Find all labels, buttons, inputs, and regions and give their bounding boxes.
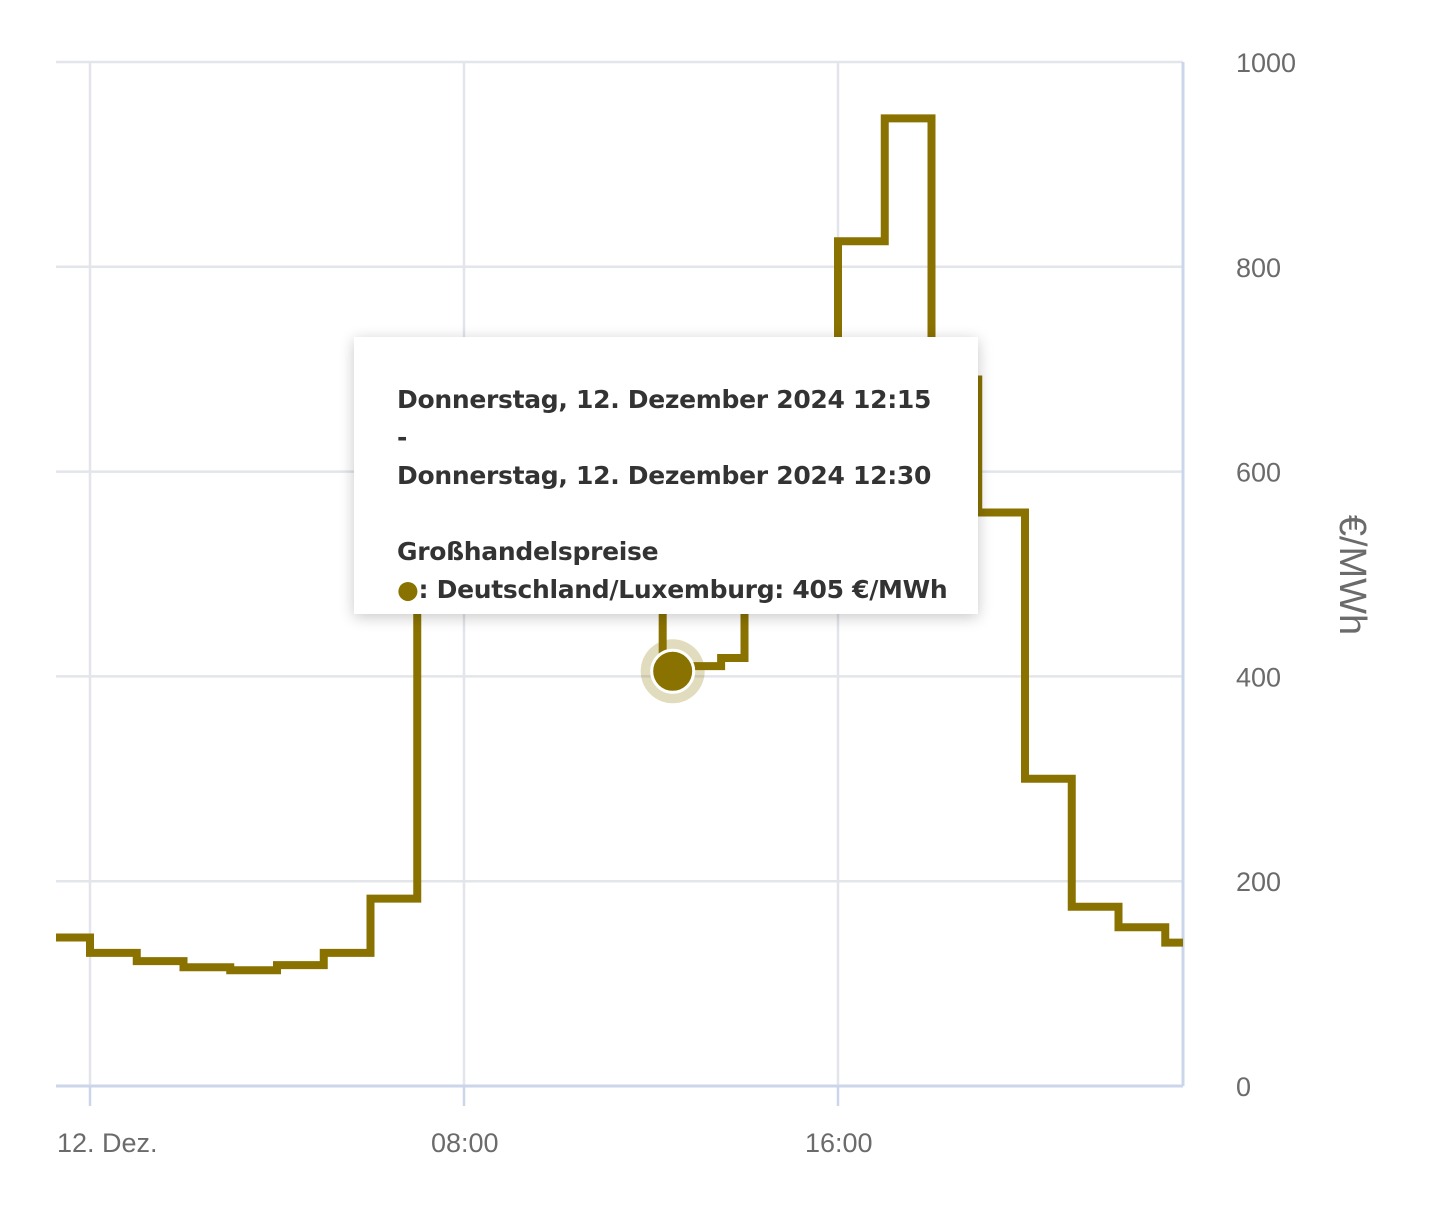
tooltip-series-line: ●: Deutschland/Luxemburg: 405 €/MWh: [397, 571, 948, 609]
y-tick-label: 400: [1236, 662, 1281, 692]
series-marker-icon: ●: [397, 575, 419, 604]
tooltip-heading: Großhandelspreise: [397, 537, 659, 566]
hover-point: [650, 648, 696, 694]
y-tick-label: 200: [1236, 867, 1281, 897]
y-tick-labels: 0 200 400 600 800 1000: [1236, 48, 1296, 1102]
y-tick-label: 800: [1236, 253, 1281, 283]
tooltip: Donnerstag, 12. Dezember 2024 12:15 - Do…: [354, 337, 978, 614]
y-tick-label: 1000: [1236, 48, 1296, 78]
y-axis-title: €/MWh: [1331, 515, 1373, 635]
tooltip-date-end: Donnerstag, 12. Dezember 2024 12:30: [397, 461, 932, 490]
tooltip-series-value: : Deutschland/Luxemburg: 405 €/MWh: [418, 575, 948, 604]
tooltip-spacer: [397, 495, 938, 533]
axes: [56, 62, 1185, 1106]
x-tick-label: 16:00: [805, 1128, 873, 1158]
y-tick-label: 0: [1236, 1072, 1251, 1102]
x-tick-labels: 12. Dez. 08:00 16:00: [57, 1128, 873, 1158]
y-tick-label: 600: [1236, 458, 1281, 488]
highlight-group: [640, 639, 705, 704]
x-tick-label: 08:00: [431, 1128, 499, 1158]
x-tick-label: 12. Dez.: [57, 1128, 158, 1158]
tooltip-date-start: Donnerstag, 12. Dezember 2024 12:15 -: [397, 385, 932, 452]
